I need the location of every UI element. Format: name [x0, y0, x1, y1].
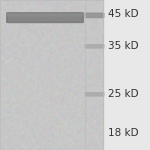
- Bar: [0, 0, 103, 150]
- FancyBboxPatch shape: [85, 93, 104, 96]
- FancyBboxPatch shape: [85, 45, 104, 48]
- FancyBboxPatch shape: [7, 13, 83, 22]
- Text: 18 kD: 18 kD: [108, 128, 139, 138]
- Bar: [0, 0, 103, 150]
- FancyBboxPatch shape: [85, 13, 104, 18]
- FancyBboxPatch shape: [7, 14, 83, 16]
- Text: 25 kD: 25 kD: [108, 89, 139, 99]
- Text: 35 kD: 35 kD: [108, 41, 139, 51]
- Text: 45 kD: 45 kD: [108, 9, 139, 19]
